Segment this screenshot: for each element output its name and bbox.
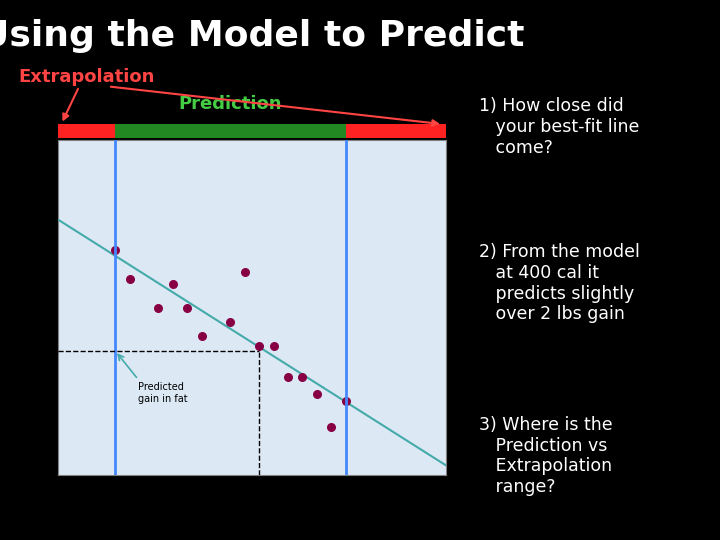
Text: Using the Model to Predict: Using the Model to Predict: [0, 19, 524, 53]
Text: Prediction: Prediction: [179, 96, 282, 113]
Text: 3) Where is the
   Prediction vs
   Extrapolation
   range?: 3) Where is the Prediction vs Extrapolat…: [479, 416, 613, 496]
Y-axis label: Fat gain (kilograms): Fat gain (kilograms): [26, 252, 36, 363]
Point: [253, 342, 265, 350]
Point: [225, 318, 236, 327]
Text: Predicted
gain in fat: Predicted gain in fat: [138, 382, 188, 403]
Point: [109, 246, 121, 255]
Point: [196, 332, 207, 341]
Point: [340, 397, 351, 406]
Text: Extrapolation: Extrapolation: [18, 69, 155, 86]
Point: [239, 268, 251, 276]
X-axis label: Nonexercise activity (calories): Nonexercise activity (calories): [168, 501, 336, 510]
Point: [167, 280, 179, 288]
Point: [325, 423, 337, 431]
Point: [311, 389, 323, 398]
Point: [181, 303, 193, 312]
Point: [268, 342, 279, 350]
Point: [124, 275, 135, 284]
Point: [297, 373, 308, 381]
Point: [153, 303, 164, 312]
Point: [282, 373, 294, 381]
Text: 2) From the model
   at 400 cal it
   predicts slightly
   over 2 lbs gain: 2) From the model at 400 cal it predicts…: [479, 243, 639, 323]
Text: 1) How close did
   your best-fit line
   come?: 1) How close did your best-fit line come…: [479, 97, 639, 157]
